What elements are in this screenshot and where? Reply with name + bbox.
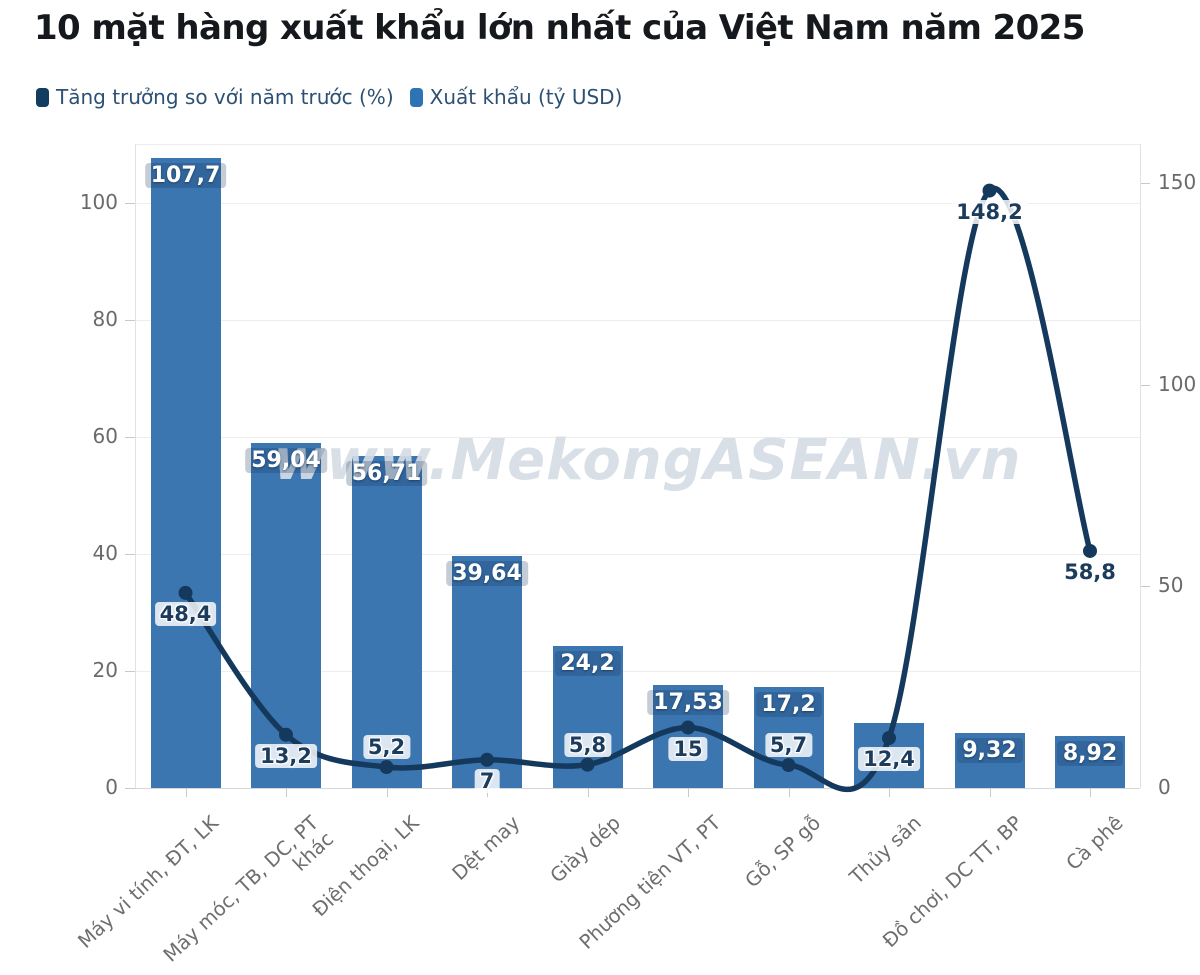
legend-item-growth: Tăng trưởng so với năm trước (%) [36, 85, 394, 109]
bar-value-label: 59,04 [245, 447, 327, 473]
gridline [135, 203, 1140, 204]
right-axis-tick-label: 100 [1158, 371, 1197, 396]
growth-line [182, 185, 1093, 793]
x-axis-tick [688, 788, 689, 797]
line-value-label: 7 [474, 768, 500, 793]
legend-label-export: Xuất khẩu (tỷ USD) [429, 85, 623, 109]
line-value-label: 15 [668, 736, 708, 761]
left-axis-tick [125, 203, 135, 204]
right-axis-tick-label: 150 [1158, 170, 1197, 195]
line-value-label: 48,4 [154, 601, 217, 626]
x-axis-tick [587, 788, 589, 797]
right-axis-tick-label: 50 [1158, 573, 1184, 598]
bar-10[interactable] [1055, 735, 1125, 788]
line-point-6[interactable] [681, 720, 695, 735]
line-point-7[interactable] [781, 758, 796, 773]
line-value-label: 13,2 [255, 743, 317, 768]
bar-value-label: 56,71 [345, 461, 428, 487]
left-axis-tick-label: 60 [92, 424, 118, 448]
line-value-label: 12,4 [858, 747, 920, 772]
x-axis-tick [286, 788, 287, 797]
x-axis-tick [989, 788, 991, 797]
left-axis-tick [125, 788, 135, 789]
x-axis-tick [788, 788, 790, 797]
gridline [135, 437, 1140, 438]
legend-label-growth: Tăng trưởng so với năm trước (%) [56, 85, 394, 109]
line-point-9[interactable] [982, 183, 997, 198]
gridline [135, 671, 1140, 672]
x-axis-tick [889, 788, 890, 797]
left-axis-tick [125, 671, 135, 672]
right-axis-tick [1140, 384, 1150, 386]
left-axis-tick-label: 40 [92, 541, 118, 565]
line-value-label: 58,8 [1059, 559, 1121, 584]
gridline [135, 788, 1140, 789]
left-axis-tick-label: 100 [79, 190, 118, 214]
x-axis-tick [386, 788, 388, 797]
bar-value-label: 9,32 [956, 738, 1023, 764]
line-point-2[interactable] [279, 727, 293, 742]
legend: Tăng trưởng so với năm trước (%) Xuất kh… [36, 85, 622, 109]
bar-9[interactable] [954, 733, 1025, 788]
left-axis-tick [125, 320, 135, 321]
line-point-1[interactable] [178, 585, 193, 600]
line-value-label: 5,2 [362, 735, 411, 760]
line-point-8[interactable] [882, 731, 896, 746]
gridline [135, 554, 1140, 555]
line-value-label: 5,7 [764, 733, 813, 758]
line-point-5[interactable] [580, 757, 595, 772]
bar-value-label: 39,64 [446, 561, 528, 587]
left-axis-tick-label: 80 [92, 307, 118, 331]
bar-value-label: 17,2 [755, 692, 822, 718]
chart-title: 10 mặt hàng xuất khẩu lớn nhất của Việt … [34, 8, 1085, 48]
bar-value-label: 17,53 [647, 690, 729, 716]
right-axis-tick [1140, 586, 1150, 588]
bar-value-label: 8,92 [1056, 740, 1124, 766]
gridline [135, 144, 1140, 145]
bar-1[interactable] [150, 157, 221, 788]
x-axis-tick [185, 788, 187, 797]
line-value-label: 5,8 [563, 732, 612, 757]
legend-item-export: Xuất khẩu (tỷ USD) [409, 85, 623, 109]
bar-value-label: 24,2 [554, 651, 621, 677]
legend-swatch-export [409, 87, 423, 107]
x-axis-tick [1090, 788, 1091, 797]
left-axis-tick-label: 0 [105, 775, 118, 799]
right-axis-tick [1140, 183, 1150, 185]
bar-value-label: 107,7 [144, 162, 227, 188]
bar-4[interactable] [452, 556, 522, 788]
gridline [135, 320, 1140, 321]
left-axis-tick-label: 20 [92, 658, 118, 682]
left-axis-tick [125, 437, 135, 438]
left-axis-tick [125, 554, 135, 555]
right-axis-tick-label: 0 [1158, 775, 1171, 799]
legend-swatch-growth [36, 87, 49, 107]
left-axis-line [135, 144, 136, 788]
bar-3[interactable] [351, 456, 422, 788]
line-point-4[interactable] [480, 752, 494, 767]
line-point-3[interactable] [379, 760, 394, 775]
line-point-10[interactable] [1083, 543, 1097, 558]
right-axis-line [1140, 144, 1141, 788]
line-value-label: 148,2 [951, 199, 1028, 224]
